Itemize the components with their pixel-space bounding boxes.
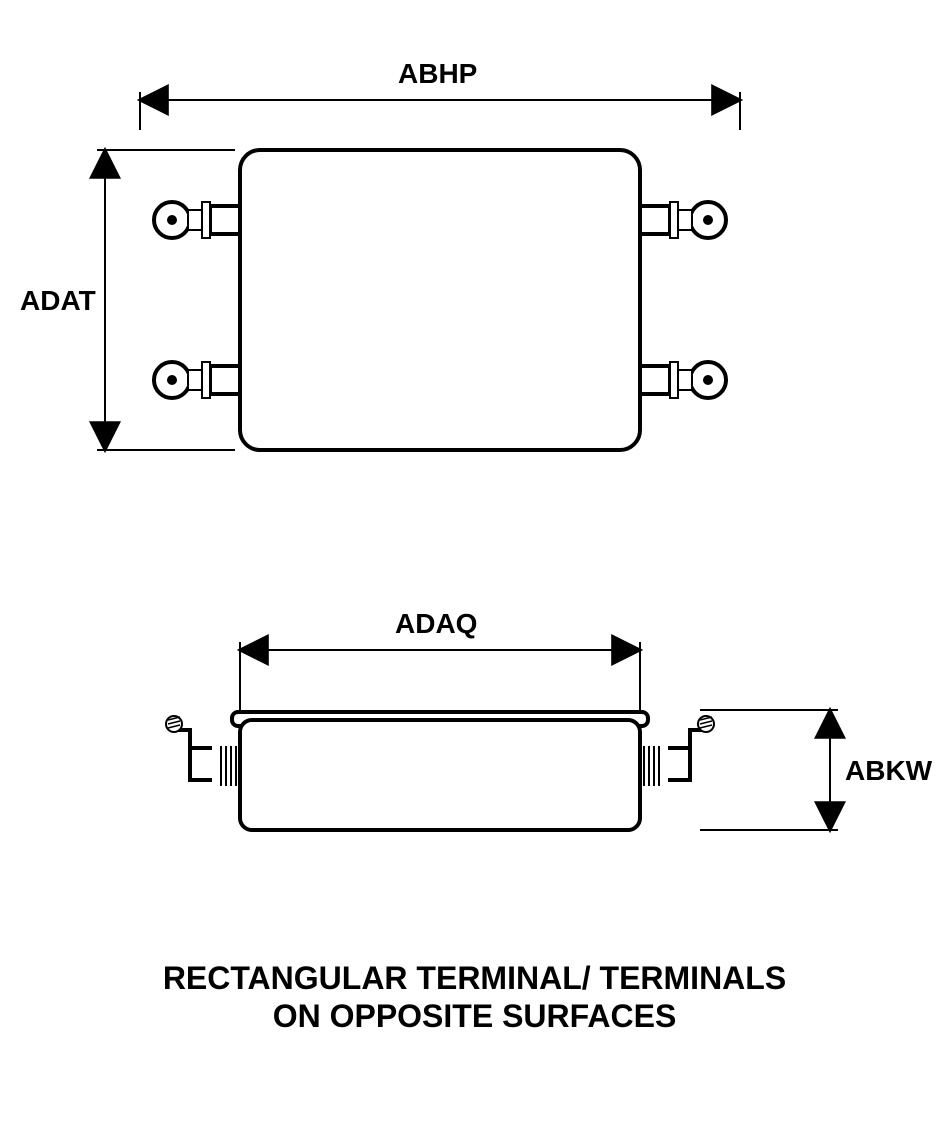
title-line1: RECTANGULAR TERMINAL/ TERMINALS [0, 960, 949, 997]
label-abkw: ABKW [845, 755, 932, 787]
label-adat: ADAT [20, 285, 96, 317]
title-line2: ON OPPOSITE SURFACES [0, 998, 949, 1035]
label-abhp: ABHP [398, 58, 477, 90]
label-adaq: ADAQ [395, 608, 477, 640]
diagram-container: ABHP ADAT ADAQ ABKW RECTANGULAR TERMINAL… [0, 0, 949, 1127]
drawing-svg [0, 0, 949, 1127]
